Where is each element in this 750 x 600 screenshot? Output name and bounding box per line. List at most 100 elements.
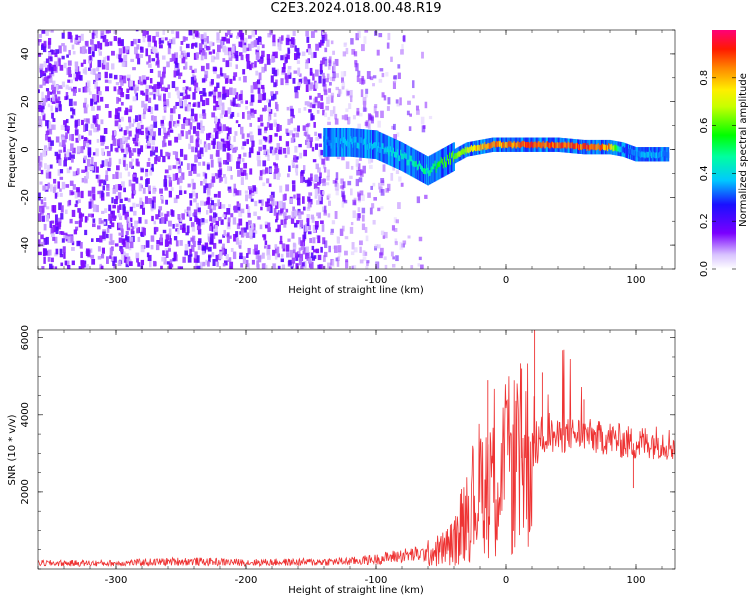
heatmap-cell (345, 161, 350, 169)
heatmap-cell (211, 112, 216, 118)
heatmap-cell (378, 252, 383, 259)
heatmap-cell (261, 199, 264, 206)
heatmap-cell (68, 98, 73, 107)
heatmap-cell (397, 72, 401, 80)
heatmap-cell (58, 149, 63, 153)
heatmap-cell (223, 174, 226, 179)
heatmap-cell (227, 222, 231, 227)
heatmap-cell (101, 148, 105, 156)
heatmap-cell (319, 156, 323, 160)
heatmap-cell (255, 253, 260, 260)
heatmap-cell (40, 106, 44, 113)
heatmap-cell (431, 166, 434, 173)
heatmap-cell (340, 141, 343, 147)
heatmap-cell (86, 142, 90, 148)
heatmap-cell (58, 202, 62, 211)
heatmap-cell (49, 164, 53, 169)
heatmap-cell (91, 68, 96, 75)
heatmap-cell (369, 76, 374, 81)
heatmap-cell (180, 52, 185, 57)
heatmap-cell (89, 55, 92, 61)
snr-x-ticks: -300 -200 -100 0 100 (37, 330, 663, 586)
heatmap-cell (102, 221, 106, 225)
heatmap-cell (296, 54, 300, 59)
heatmap-cell (153, 120, 158, 128)
heatmap-cell (74, 119, 79, 127)
heatmap-cell (140, 46, 144, 53)
heatmap-cell (634, 149, 636, 156)
heatmap-cell (186, 225, 190, 234)
heatmap-cell (120, 101, 124, 106)
heatmap-cell (255, 49, 260, 55)
heatmap-cell (87, 67, 91, 71)
heatmap-cell (194, 251, 198, 259)
heatmap-cell (151, 200, 155, 209)
heatmap-cell (184, 92, 188, 100)
heatmap-cell (40, 110, 45, 116)
heatmap-cell (644, 152, 647, 159)
heatmap-cell (71, 209, 76, 217)
heatmap-cell (107, 55, 110, 61)
heatmap-cell (92, 218, 96, 223)
heatmap-cell (49, 91, 54, 95)
heatmap-cell (47, 41, 51, 49)
heatmap-cell (652, 151, 655, 158)
heatmap-cell (203, 32, 207, 39)
heatmap-cell (90, 123, 95, 129)
heatmap-cell (359, 137, 362, 143)
heatmap-cell (306, 218, 310, 227)
heatmap-cell (345, 260, 349, 269)
heatmap-cell (548, 142, 551, 149)
heatmap-cell (372, 75, 377, 79)
heatmap-cell (592, 144, 595, 151)
heatmap-cell (339, 138, 342, 145)
heatmap-cell (149, 78, 153, 84)
heatmap-cell (116, 139, 120, 146)
heatmap-cell (287, 47, 290, 55)
heatmap-cell (345, 138, 347, 145)
heatmap-cell (113, 74, 118, 80)
heatmap-cell (226, 232, 230, 238)
heatmap-cell (193, 30, 197, 34)
heatmap-cell (358, 240, 363, 246)
heatmap-cell (137, 152, 140, 157)
heatmap-cell (408, 126, 412, 131)
heatmap-cell (112, 187, 117, 194)
spectrogram-x-label: Height of straight line (km) (288, 285, 424, 296)
heatmap-cell (643, 151, 646, 158)
heatmap-cell (557, 142, 559, 148)
heatmap-cell (106, 62, 110, 71)
heatmap-cell (324, 58, 328, 67)
heatmap-cell (576, 142, 579, 149)
heatmap-cell (213, 95, 217, 104)
heatmap-cell (337, 140, 340, 147)
heatmap-cell (160, 76, 164, 85)
heatmap-cell (123, 153, 127, 158)
heatmap-cell (296, 47, 300, 55)
heatmap-cell (262, 182, 266, 187)
heatmap-cell (168, 248, 171, 252)
heatmap-cell (101, 190, 104, 198)
heatmap-cell (327, 193, 331, 199)
heatmap-cell (39, 152, 43, 161)
heatmap-cell (452, 151, 454, 157)
heatmap-cell (216, 32, 220, 41)
heatmap-cell (135, 128, 139, 133)
heatmap-cell (285, 128, 289, 134)
heatmap-cell (367, 113, 372, 121)
heatmap-cell (349, 136, 351, 142)
heatmap-cell (78, 88, 81, 93)
heatmap-cell (108, 213, 112, 221)
heatmap-cell (72, 50, 76, 55)
heatmap-cell (180, 41, 184, 45)
heatmap-cell (100, 220, 104, 224)
heatmap-cell (48, 171, 52, 179)
heatmap-cell (118, 58, 123, 63)
heatmap-cell (119, 204, 122, 210)
heatmap-cell (415, 160, 418, 167)
heatmap-cell (235, 120, 239, 124)
heatmap-cell (129, 80, 134, 87)
heatmap-cell (177, 213, 181, 220)
heatmap-cell (166, 98, 169, 106)
heatmap-cell (266, 122, 270, 128)
